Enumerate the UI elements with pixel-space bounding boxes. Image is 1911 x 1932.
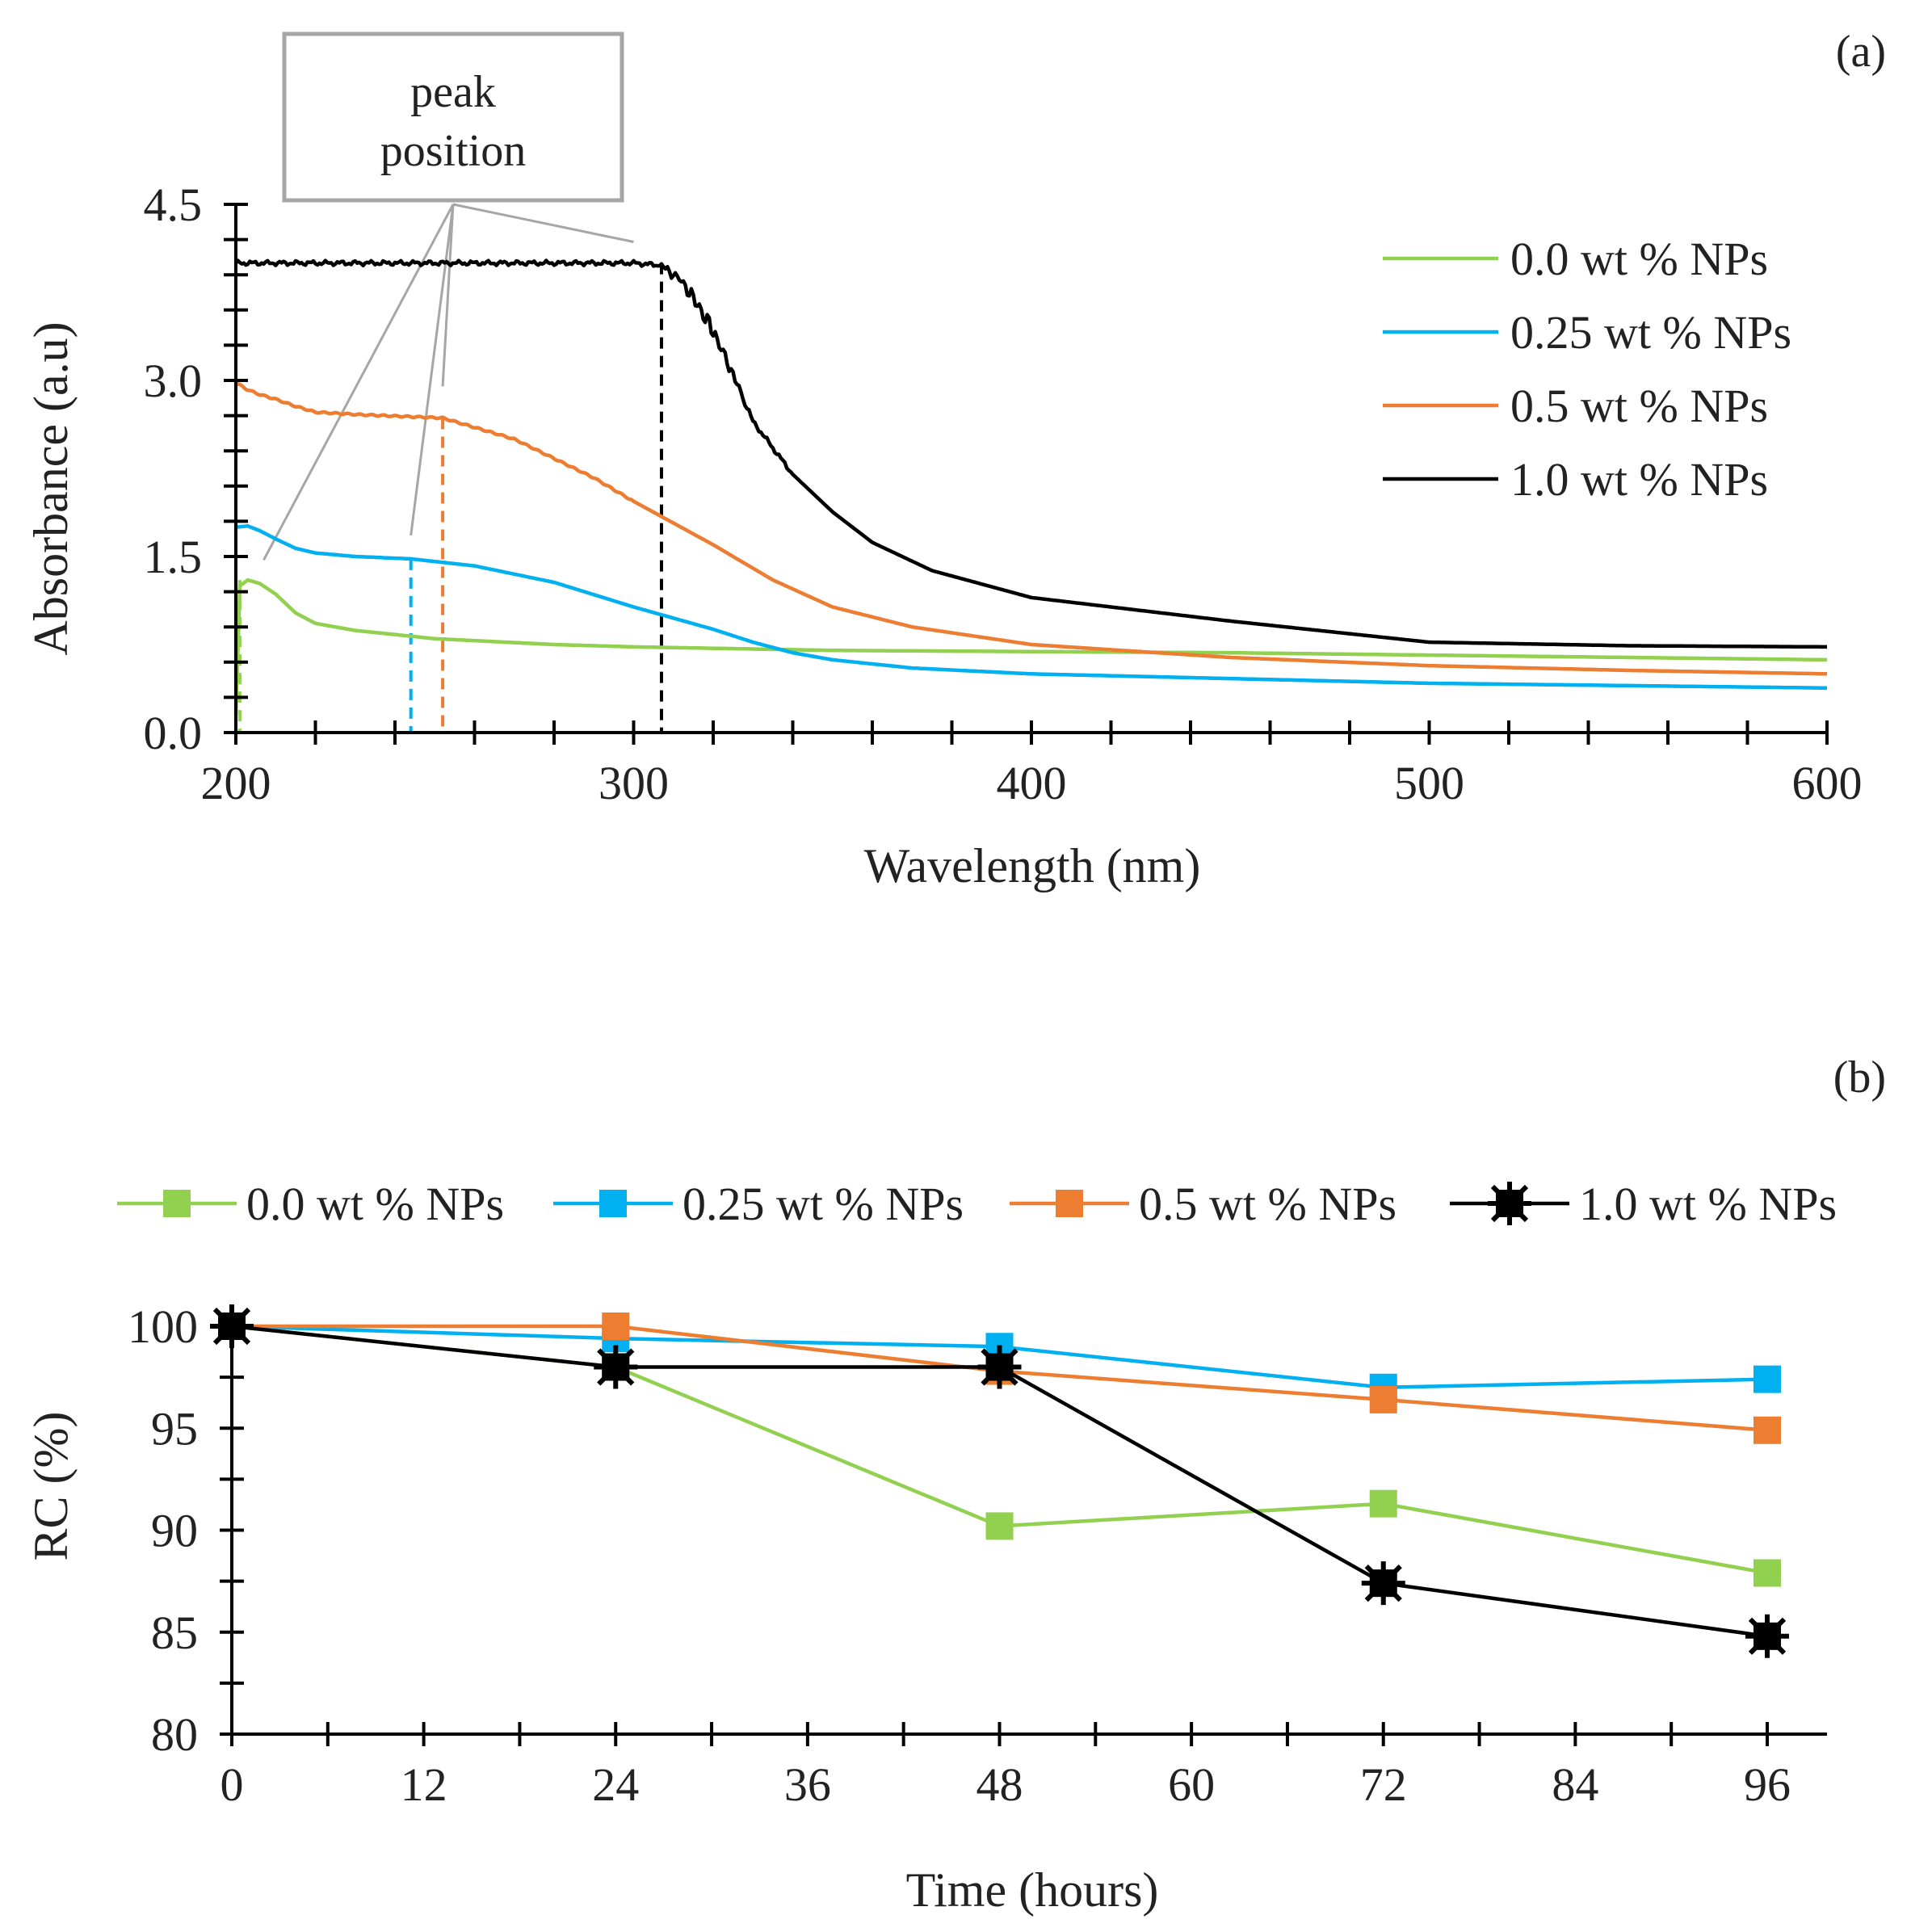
- peak-annotation-leader: [262, 204, 455, 561]
- rc-point-0-0-wt-nps: [1754, 1559, 1781, 1587]
- panel-b-y-tick-label: 85: [151, 1606, 198, 1659]
- panel-a-x-tick-label: 300: [598, 757, 669, 809]
- panel-b-x-tick-label: 24: [592, 1758, 639, 1811]
- legend-b-label-0-0-wt-nps: 0.0 wt % NPs: [246, 1178, 504, 1230]
- panel-a-x-tick-label: 400: [997, 757, 1067, 809]
- panel-a-absorbance-chart: (a) peak position 200 300 400 500 600 0.0 1.5 3…: [24, 27, 1886, 892]
- absorbance-series: [233, 258, 1828, 716]
- peak-annotation-leader: [410, 204, 455, 536]
- legend-b-label-0-25-wt-nps: 0.25 wt % NPs: [682, 1178, 964, 1230]
- panel-a-y-tick-label: 0.0: [144, 707, 203, 759]
- panel-a-axes: 200 300 400 500 600 0.0 1.5 3.0 4.5: [144, 178, 1863, 809]
- panel-a-y-axis-label: Absorbance (a.u): [24, 321, 78, 655]
- legend-b-label-1-0-wt-nps: 1.0 wt % NPs: [1579, 1178, 1837, 1230]
- peak-annotation-line-1: peak: [410, 67, 496, 117]
- panel-a-legend: 0.0 wt % NPs 0.25 wt % NPs 0.5 wt % NPs 1.0…: [1383, 233, 1791, 506]
- peak-annotation-leader: [441, 204, 455, 387]
- legend-a-label-0-0-wt-nps: 0.0 wt % NPs: [1510, 233, 1768, 285]
- panel-b-x-tick-label: 96: [1744, 1758, 1791, 1811]
- legend-b-label-0-5-wt-nps: 0.5 wt % NPs: [1139, 1178, 1396, 1230]
- panel-b-rc-chart: (b) 0.0 wt % NPs 0.25 wt % NPs 0.5 wt % NP…: [24, 1052, 1886, 1917]
- rc-point-1-0-wt-nps-star: [1745, 1614, 1789, 1658]
- absorbance-line-0-5-wt-nps: [235, 381, 1827, 676]
- legend-a-label-0-5-wt-nps: 0.5 wt % NPs: [1510, 380, 1768, 432]
- legend-b-marker-0-5-wt-nps: [1056, 1190, 1083, 1217]
- panel-b-legend: 0.0 wt % NPs 0.25 wt % NPs 0.5 wt % NPs 1.0…: [117, 1178, 1837, 1230]
- panel-b-axes: 0 12 24 36 48 60 72 84 96 80 85 90 95 100: [128, 1300, 1827, 1811]
- panel-b-x-tick-label: 60: [1168, 1758, 1215, 1811]
- legend-b-marker-0-25-wt-nps: [599, 1190, 627, 1217]
- panel-b-y-tick-label: 90: [151, 1505, 198, 1557]
- rc-point-0-25-wt-nps: [1754, 1365, 1781, 1393]
- panel-b-x-tick-label: 72: [1360, 1758, 1407, 1811]
- panel-b-x-tick-label: 48: [976, 1758, 1023, 1811]
- panel-b-x-tick-label: 0: [220, 1758, 244, 1811]
- panel-b-x-tick-label: 36: [784, 1758, 831, 1811]
- rc-point-1-0-wt-nps-star: [594, 1345, 638, 1389]
- rc-series-1-0-wt-nps: [210, 1304, 1789, 1658]
- panel-a-x-axis-label: Wavelength (nm): [864, 839, 1201, 892]
- panel-a-y-tick-label: 1.5: [144, 531, 203, 583]
- panel-b-y-tick-label: 95: [151, 1402, 198, 1455]
- peak-annotation-leaders: [262, 203, 634, 561]
- absorbance-line-0-25-wt-nps: [235, 523, 1828, 691]
- panel-a-y-tick-label: 3.0: [144, 355, 203, 407]
- rc-point-0-0-wt-nps: [985, 1512, 1014, 1540]
- panel-a-x-tick-label: 200: [201, 757, 271, 809]
- panel-a-label: (a): [1836, 27, 1886, 77]
- peak-annotation-box: [282, 32, 624, 203]
- panel-b-x-tick-label: 84: [1552, 1758, 1598, 1811]
- rc-point-1-0-wt-nps-star: [210, 1304, 254, 1348]
- absorbance-line-0-0-wt-nps: [233, 578, 1827, 716]
- panel-b-y-tick-label: 80: [151, 1708, 198, 1761]
- peak-annotation-line-2: position: [380, 126, 526, 176]
- absorbance-line-1-0-wt-nps: [234, 258, 1827, 649]
- rc-point-0-5-wt-nps: [1369, 1385, 1397, 1413]
- panel-b-label: (b): [1833, 1052, 1886, 1102]
- legend-a-label-1-0-wt-nps: 1.0 wt % NPs: [1510, 453, 1768, 506]
- panel-b-x-axis-label: Time (hours): [906, 1863, 1159, 1917]
- legend-a-label-0-25-wt-nps: 0.25 wt % NPs: [1510, 306, 1791, 359]
- panel-a-x-tick-label: 600: [1792, 757, 1863, 809]
- panel-b-x-tick-label: 12: [401, 1758, 447, 1811]
- peak-annotation-leader: [452, 203, 634, 243]
- legend-b-marker-1-0-wt-nps-star: [1488, 1182, 1531, 1225]
- rc-series: [210, 1304, 1789, 1658]
- peak-drop-lines: [237, 262, 663, 733]
- rc-point-0-5-wt-nps: [602, 1312, 630, 1340]
- legend-b-marker-0-0-wt-nps: [163, 1190, 191, 1217]
- panel-b-y-axis-label: RC (%): [24, 1412, 78, 1561]
- panel-b-y-tick-label: 100: [128, 1300, 198, 1353]
- rc-point-1-0-wt-nps-star: [1361, 1561, 1405, 1606]
- panel-a-x-tick-label: 500: [1394, 757, 1464, 809]
- rc-point-0-0-wt-nps: [1369, 1489, 1397, 1518]
- rc-point-1-0-wt-nps-star: [977, 1345, 1022, 1389]
- rc-point-0-5-wt-nps: [1754, 1416, 1781, 1444]
- panel-a-y-tick-label: 4.5: [144, 178, 203, 231]
